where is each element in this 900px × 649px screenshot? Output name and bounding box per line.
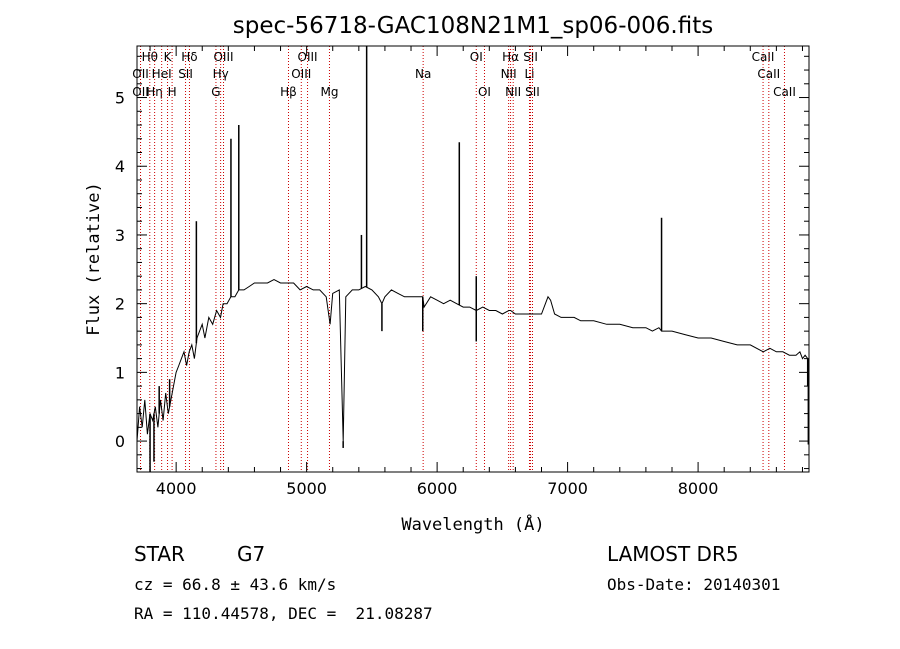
line-marker-label: Mg	[320, 85, 338, 99]
redshift-text: cz = 66.8 ± 43.6 km/s	[134, 575, 337, 594]
line-marker-label: Hδ	[181, 50, 197, 64]
line-marker-label: OIII	[298, 50, 318, 64]
line-marker-label: CaII	[773, 85, 796, 99]
x-axis: 4000 5000 6000 7000 8000	[149, 46, 803, 498]
y-tick-label: 4	[115, 157, 125, 176]
x-tick-label: 8000	[678, 479, 719, 498]
x-tick-label: 4000	[156, 479, 197, 498]
line-marker-label: Hβ	[280, 85, 297, 99]
spectrum-line	[136, 279, 809, 442]
line-marker-label: HeI	[152, 67, 172, 81]
line-marker-label: OI	[478, 85, 491, 99]
line-marker-label: NII	[505, 85, 521, 99]
line-marker-label: G	[211, 85, 220, 99]
y-tick-label: 5	[115, 89, 125, 108]
x-tick-label: 6000	[417, 479, 458, 498]
observation-date: Obs-Date: 20140301	[607, 575, 781, 594]
coordinates-text: RA = 110.44578, DEC = 21.08287	[134, 604, 433, 623]
line-marker-label: SII	[525, 85, 540, 99]
survey-name: LAMOST DR5	[607, 542, 739, 566]
line-marker-label: OIII	[213, 50, 233, 64]
line-marker-label: Hη	[146, 85, 163, 99]
line-marker-label: Hθ	[142, 50, 158, 64]
x-tick-label: 5000	[286, 479, 327, 498]
y-axis: 0 1 2 3 4 5	[115, 55, 809, 470]
y-tick-label: 2	[115, 295, 125, 314]
line-marker-label: OII	[132, 85, 149, 99]
spectrum-series	[136, 46, 810, 472]
line-marker-label: OI	[470, 50, 483, 64]
x-axis-label: Wavelength (Å)	[401, 513, 544, 535]
plot-frame	[136, 45, 810, 473]
line-marker-label: K	[164, 50, 173, 64]
line-marker-label: SII	[178, 67, 193, 81]
line-marker-label: H	[168, 85, 177, 99]
y-tick-label: 1	[115, 363, 125, 382]
y-tick-label: 3	[115, 226, 125, 245]
y-tick-label: 0	[115, 432, 125, 451]
line-marker-label: Na	[415, 67, 431, 81]
line-marker-label: CaII	[752, 50, 775, 64]
y-axis-label: Flux (relative)	[84, 182, 104, 336]
line-marker-label: Li	[524, 67, 534, 81]
line-marker-label: NII	[501, 67, 517, 81]
line-marker-label: Hα	[502, 50, 519, 64]
object-subclass: G7	[237, 542, 266, 566]
object-class: STAR	[134, 542, 185, 566]
x-tick-label: 7000	[547, 479, 588, 498]
line-marker-label: SII	[523, 50, 538, 64]
line-marker-label: OIII	[291, 67, 311, 81]
line-marker-label: Hγ	[213, 67, 229, 81]
line-marker-label: CaII	[757, 67, 780, 81]
chart-title: spec-56718-GAC108N21M1_sp06-006.fits	[233, 13, 713, 39]
